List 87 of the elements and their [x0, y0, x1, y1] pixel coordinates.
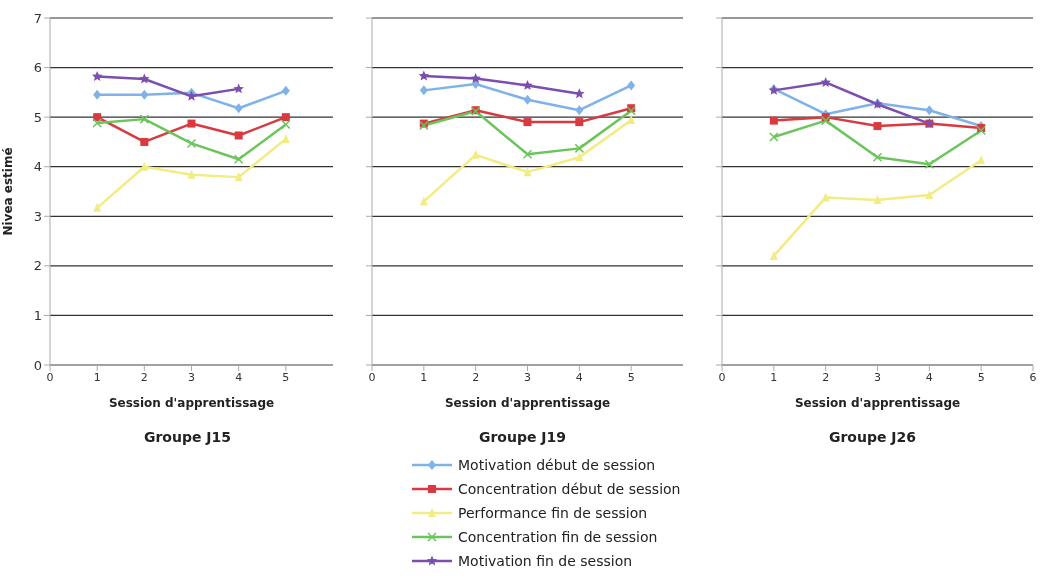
point — [522, 79, 533, 90]
point — [523, 118, 532, 127]
y-tick-label: 3 — [33, 208, 42, 224]
point — [234, 131, 243, 140]
x-tick-label: 3 — [874, 370, 881, 384]
point — [769, 250, 778, 260]
x-axis-title: Session d'apprentissage — [794, 396, 961, 410]
point — [523, 94, 532, 105]
point — [93, 202, 102, 212]
x-tick-label: 5 — [282, 370, 290, 384]
point — [627, 115, 636, 125]
point — [281, 85, 290, 96]
point — [281, 113, 290, 122]
point — [233, 154, 244, 165]
x-tick-label: 1 — [770, 370, 778, 384]
point — [140, 137, 149, 146]
point — [281, 119, 291, 130]
legend-label: Motivation début de session — [458, 457, 656, 473]
x-tick-label: 2 — [140, 370, 148, 384]
point — [470, 72, 481, 83]
x-tick-label: 1 — [420, 370, 428, 384]
point — [522, 149, 533, 160]
point — [233, 83, 244, 94]
point — [769, 116, 778, 125]
y-tick-label: 0 — [33, 357, 42, 373]
point — [575, 105, 584, 116]
point — [769, 132, 779, 142]
point — [418, 70, 430, 81]
point — [140, 89, 149, 100]
text: Groupe J15 — [142, 429, 233, 445]
x-axis-title: Session d'apprentissage — [108, 396, 275, 410]
x-tick-label: 1 — [93, 370, 101, 384]
point — [419, 85, 428, 96]
point — [873, 194, 882, 204]
point — [234, 172, 243, 182]
x-tick-label: 5 — [627, 370, 635, 384]
y-tick-label: 5 — [33, 109, 42, 125]
point — [419, 196, 428, 206]
legend-label: Concentration début de session — [458, 481, 681, 497]
point — [820, 76, 831, 87]
y-tick-label: 4 — [33, 159, 42, 175]
x-tick-label: 3 — [188, 370, 195, 384]
point — [187, 119, 196, 128]
x-tick-label: 4 — [925, 370, 933, 384]
point — [977, 155, 986, 165]
point — [925, 189, 934, 199]
x-tick-label: 6 — [1029, 370, 1037, 384]
legend-label: Motivation fin de session — [458, 553, 633, 569]
x-tick-label: 0 — [368, 370, 376, 384]
x-tick-label: 4 — [575, 370, 583, 384]
point — [234, 103, 243, 114]
point — [186, 138, 197, 149]
x-tick-label: 3 — [524, 370, 531, 384]
point — [91, 70, 103, 81]
point — [139, 73, 150, 84]
y-tick-label: 1 — [33, 308, 42, 324]
legend-label: Concentration fin de session — [458, 529, 658, 545]
legend-label: Performance fin de session — [458, 505, 648, 521]
y-tick-label: 2 — [33, 258, 42, 274]
x-tick-label: 0 — [46, 370, 54, 384]
point — [575, 118, 584, 127]
x-axis-title: Session d'apprentissage — [444, 396, 611, 410]
point — [872, 152, 883, 163]
point — [924, 159, 935, 169]
x-tick-label: 5 — [977, 370, 985, 384]
point — [139, 114, 150, 124]
point — [140, 161, 149, 171]
y-tick-label: 7 — [33, 10, 42, 26]
x-tick-label: 0 — [718, 370, 726, 384]
point — [575, 152, 584, 162]
y-axis-title: Nivea estimé — [1, 147, 16, 236]
point — [93, 89, 102, 100]
point — [92, 118, 102, 128]
y-tick-label: 6 — [33, 60, 42, 76]
point — [925, 105, 934, 116]
text: Groupe J26 — [827, 429, 918, 445]
point — [187, 169, 196, 179]
point — [820, 115, 831, 126]
point — [523, 167, 532, 177]
point — [471, 149, 480, 159]
x-tick-label: 2 — [472, 370, 480, 384]
point — [627, 80, 636, 91]
x-tick-label: 2 — [822, 370, 830, 384]
point — [873, 122, 882, 131]
x-tick-label: 4 — [235, 370, 243, 384]
text: Groupe J19 — [477, 429, 568, 445]
point — [574, 143, 585, 154]
